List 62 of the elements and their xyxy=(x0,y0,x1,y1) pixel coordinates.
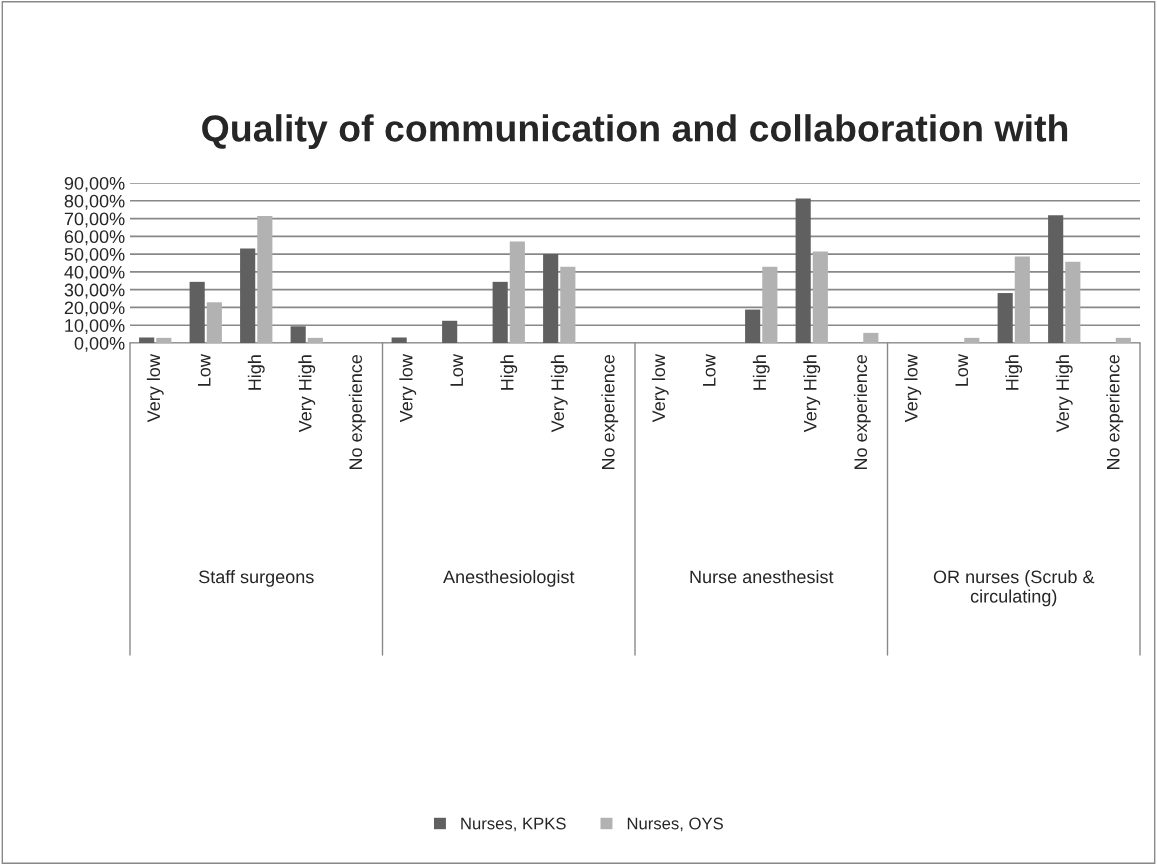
x-tick-label: Low xyxy=(955,354,969,386)
x-tick-label: Very low xyxy=(146,354,164,423)
y-tick-label: 80,00% xyxy=(64,194,125,210)
x-tick-label: Very High xyxy=(1055,355,1073,433)
x-tick-label: High xyxy=(1005,355,1023,390)
bar xyxy=(1065,261,1081,343)
bar xyxy=(492,281,508,343)
x-tick-label: High xyxy=(247,355,265,390)
x-tick-label: Very low xyxy=(651,354,669,423)
bar xyxy=(240,248,256,343)
bar xyxy=(156,337,172,343)
x-tick-label: No experience xyxy=(348,354,366,470)
bar xyxy=(189,281,205,343)
bar xyxy=(543,254,559,343)
bar xyxy=(139,337,155,343)
bar xyxy=(1014,256,1030,343)
bar xyxy=(391,337,407,343)
bar xyxy=(863,332,879,343)
bar xyxy=(997,293,1013,343)
y-tick-label: 50,00% xyxy=(64,248,125,263)
bar xyxy=(560,266,576,343)
y-tick-label: 70,00% xyxy=(64,212,125,228)
x-tick-label: No experience xyxy=(1106,354,1124,470)
bar xyxy=(795,198,811,343)
text: Anesthesiologist xyxy=(443,570,575,587)
text: OR nurses (Scrub & circulating) xyxy=(933,570,1095,607)
bar xyxy=(964,337,980,343)
bar xyxy=(257,216,273,343)
x-tick-label: Low xyxy=(703,354,716,386)
y-tick-label: 30,00% xyxy=(64,283,125,299)
bar xyxy=(509,241,525,343)
x-tick-label: Very low xyxy=(399,354,417,423)
y-tick-label: 20,00% xyxy=(64,301,125,317)
text: Staff surgeons xyxy=(199,570,314,587)
x-tick-label: High xyxy=(752,355,770,390)
x-tick-label: Very High xyxy=(803,355,821,433)
legend-label: Nurses, KPKS xyxy=(461,817,566,832)
x-tick-label: Very High xyxy=(550,355,568,433)
bar xyxy=(307,337,323,343)
x-tick-label: Very High xyxy=(298,355,316,433)
bar xyxy=(206,302,222,343)
x-tick-label: No experience xyxy=(601,354,619,470)
bar xyxy=(745,309,761,343)
x-tick-label: Low xyxy=(198,354,211,386)
y-tick-label: 60,00% xyxy=(64,230,125,246)
text: Nurse anesthesist xyxy=(690,570,834,584)
bar xyxy=(812,251,828,343)
x-tick-label: High xyxy=(500,355,518,390)
bar xyxy=(762,266,778,343)
chart-title: Quality of communication and collaboration with xyxy=(202,114,1068,150)
bar xyxy=(1115,337,1131,343)
y-tick-label: 0,00% xyxy=(74,336,125,352)
x-tick-label: Very low xyxy=(904,354,922,423)
x-tick-label: No experience xyxy=(853,354,871,470)
legend-label: Nurses, OYS xyxy=(627,817,723,832)
bar xyxy=(442,320,458,343)
bar xyxy=(290,326,306,343)
bar xyxy=(1048,215,1064,343)
y-tick-label: 90,00% xyxy=(64,176,125,192)
y-tick-label: 10,00% xyxy=(65,319,125,335)
x-tick-label: Low xyxy=(450,354,464,386)
y-tick-label: 40,00% xyxy=(64,265,125,281)
